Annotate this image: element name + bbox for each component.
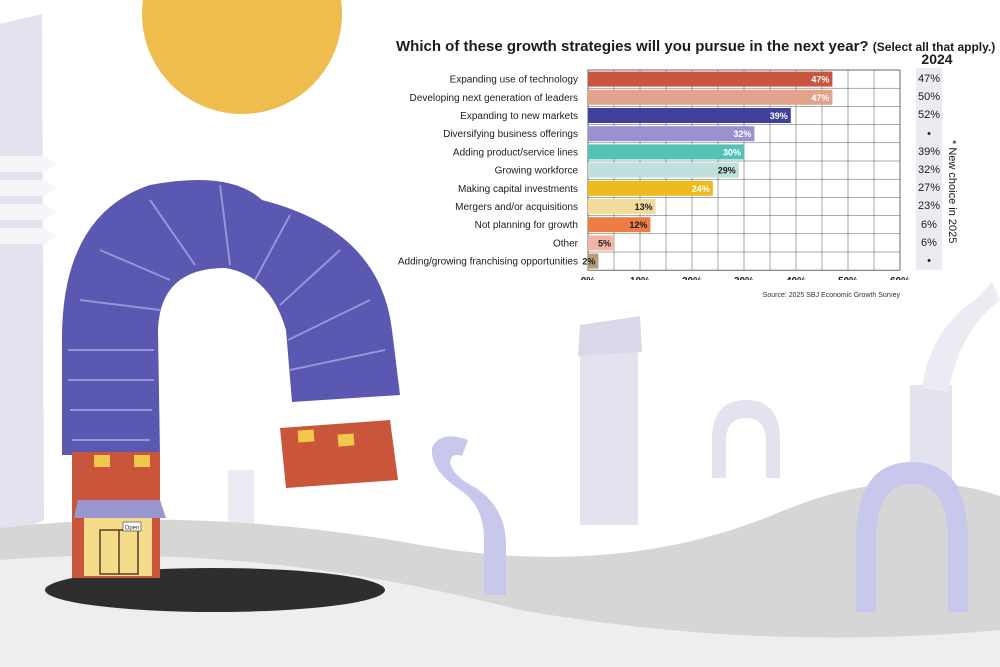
x-tick-label: 40% (786, 276, 806, 280)
x-tick-label: 60% (890, 276, 910, 280)
category-label: Diversifying business offerings (443, 129, 578, 140)
bar-10 (588, 253, 599, 269)
x-tick-label: 30% (734, 276, 754, 280)
sun (142, 0, 342, 114)
chart-title: Which of these growth strategies will yo… (396, 38, 995, 55)
bar-value-label: 47% (811, 75, 829, 85)
category-label: Expanding to new markets (460, 111, 578, 122)
bar-7 (588, 199, 656, 214)
comparison-value: 6% (921, 236, 937, 249)
comparison-value: 52% (917, 109, 941, 122)
purple-duct-folds (68, 184, 386, 441)
bar-value-label: 13% (635, 202, 653, 212)
pale-duct-left-ribs (0, 156, 56, 244)
category-label: Adding/growing franchising opportunities (398, 257, 578, 268)
window-hanging-1 (297, 429, 315, 443)
comparison-header: 2024 (921, 51, 953, 67)
pale-duct-mid-top (578, 316, 642, 356)
category-label: Developing next generation of leaders (410, 93, 578, 104)
open-sign (122, 521, 142, 532)
bar-2 (588, 108, 791, 123)
pale-arch-duct (712, 400, 780, 478)
category-label: Other (553, 238, 579, 249)
bar-value-label: 47% (811, 93, 829, 103)
source-note: Source: 2025 SBJ Economic Growth Survey (762, 292, 900, 299)
comparison-value: 32% (917, 164, 941, 176)
category-label: Adding product/service lines (453, 147, 578, 158)
x-tick-label: 10% (630, 276, 650, 280)
bar-0 (588, 71, 833, 87)
building-shadow (45, 568, 385, 612)
category-label: Not planning for growth (475, 220, 578, 231)
bar-value-label: 24% (692, 184, 710, 194)
bar-value-label: 5% (598, 238, 611, 248)
comparison-value: 23% (917, 200, 941, 213)
pale-duct-mid (580, 325, 638, 525)
bar-3 (588, 126, 755, 142)
comparison-value: • (927, 127, 931, 140)
x-tick-label: 20% (682, 276, 702, 280)
bar-5 (588, 162, 739, 178)
pale-curved-duct-right (922, 282, 1000, 392)
bar-value-label: 2% (582, 257, 595, 267)
bar-8 (588, 217, 651, 233)
chart-title-main: Which of these growth strategies will yo… (396, 38, 869, 55)
category-label: Making capital investments (458, 184, 578, 195)
bar-value-label: 30% (723, 147, 741, 157)
category-label: Growing workforce (495, 166, 579, 177)
x-tick-label: 0% (581, 276, 596, 280)
storefront-frame (99, 529, 139, 575)
window-left-2 (134, 455, 150, 467)
open-sign-text: Open (125, 526, 140, 532)
bar-value-label: 12% (629, 220, 647, 230)
window-hanging-2 (337, 433, 355, 447)
storefront-door (84, 518, 152, 576)
comparison-value: • (927, 255, 931, 267)
category-label: Expanding use of technology (450, 75, 578, 86)
chart-subtitle: (Select all that apply.) (872, 40, 996, 54)
bar-value-label: 32% (733, 129, 751, 139)
comparison-value: 47% (917, 73, 941, 85)
new-choice-note: * New choice in 2025 (946, 140, 958, 244)
bar-9 (588, 235, 614, 251)
comparison-value: 50% (917, 91, 941, 104)
bar-value-label: 29% (718, 166, 736, 176)
purple-duct (61, 180, 401, 455)
bar-value-label: 39% (770, 111, 788, 121)
window-left-1 (94, 455, 110, 467)
building-hanging (280, 420, 398, 488)
comparison-value: 6% (921, 218, 937, 231)
bar-chart: 47% Expanding use of technology 47% Develop… (398, 69, 910, 280)
category-label: Mergers and/or acquisitions (455, 202, 578, 213)
pale-s-duct (431, 436, 506, 595)
comparison-column-bg (916, 68, 942, 270)
lavender-arch-duct (856, 462, 968, 612)
comparison-value: 27% (917, 182, 941, 195)
bar-6 (588, 180, 713, 196)
awning (74, 500, 166, 518)
comparison-value: 39% (917, 145, 941, 158)
bar-4 (588, 144, 744, 160)
pale-duct-left (0, 14, 44, 540)
bar-1 (588, 89, 833, 105)
x-tick-label: 50% (838, 276, 858, 280)
